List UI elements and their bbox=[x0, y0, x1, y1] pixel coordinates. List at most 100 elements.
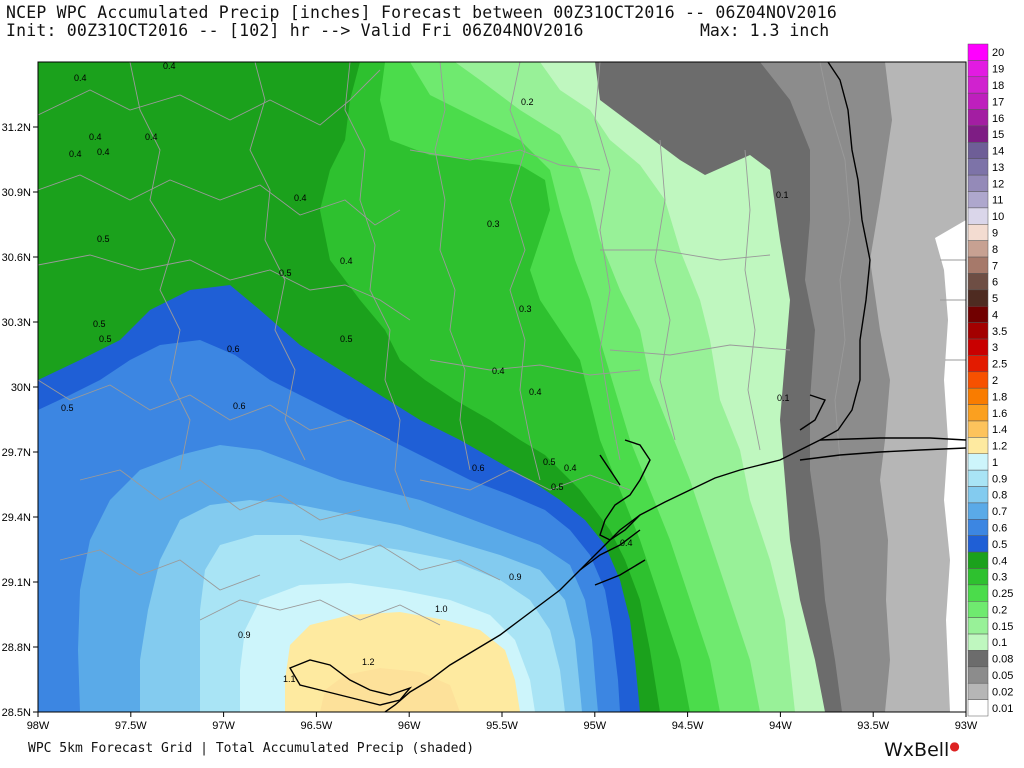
legend-label: 10 bbox=[992, 211, 1004, 223]
legend-label: 5 bbox=[992, 293, 998, 305]
legend-label: 0.1 bbox=[992, 637, 1007, 649]
lon-tick-label: 97.5W bbox=[115, 720, 147, 732]
lon-tick-label: 93W bbox=[955, 720, 978, 732]
lat-tick-label: 30N bbox=[11, 382, 31, 394]
legend-swatch bbox=[967, 322, 989, 340]
legend-label: 0.08 bbox=[992, 654, 1013, 666]
legend-label: 2 bbox=[992, 375, 998, 387]
legend-label: 0.2 bbox=[992, 604, 1007, 616]
lon-tick-label: 94W bbox=[769, 720, 792, 732]
map-title: NCEP WPC Accumulated Precip [inches] For… bbox=[6, 3, 837, 22]
legend-swatch bbox=[967, 338, 989, 356]
contour-label: 0.4 bbox=[74, 73, 87, 83]
legend-label: 0.6 bbox=[992, 523, 1007, 535]
contour-label: 0.2 bbox=[521, 97, 534, 107]
legend-swatch bbox=[967, 699, 989, 717]
lat-tick-label: 28.8N bbox=[2, 642, 31, 654]
legend-swatch bbox=[967, 601, 989, 618]
wxbell-logo: WxBell● bbox=[884, 739, 960, 761]
lon-tick-label: 98W bbox=[27, 720, 50, 732]
legend-swatch bbox=[967, 650, 989, 668]
contour-label: 0.5 bbox=[551, 482, 564, 492]
lon-tick-label: 95W bbox=[583, 720, 606, 732]
contour-label: 1.0 bbox=[435, 604, 448, 614]
legend-swatch bbox=[967, 256, 989, 274]
county-boundaries bbox=[38, 62, 966, 626]
legend-label: 0.7 bbox=[992, 506, 1007, 518]
lat-tick-label: 29.1N bbox=[2, 577, 31, 589]
legend-label: 17 bbox=[992, 96, 1004, 108]
lat-tick-label: 31.2N bbox=[2, 122, 31, 134]
lon-tick-label: 96.5W bbox=[301, 720, 333, 732]
legend-swatch bbox=[967, 617, 989, 635]
legend-swatch bbox=[967, 666, 989, 684]
contour-label: 0.1 bbox=[777, 393, 790, 403]
legend-swatch bbox=[967, 420, 989, 438]
legend-label: 0.15 bbox=[992, 621, 1013, 633]
legend-label: 14 bbox=[992, 146, 1004, 158]
contour-label: 0.4 bbox=[492, 366, 505, 376]
longitude-axis: 98W 97.5W 97W 96.5W 96W 95.5W 95W 94.5W 94W 93.5W… bbox=[27, 712, 978, 732]
legend-swatch bbox=[967, 371, 989, 389]
legend-label: 1.8 bbox=[992, 391, 1007, 403]
contour-label: 0.4 bbox=[145, 132, 158, 142]
legend-swatch bbox=[967, 305, 989, 323]
legend-swatch bbox=[967, 387, 989, 405]
legend-label: 1 bbox=[992, 457, 998, 469]
legend-swatch bbox=[967, 404, 989, 422]
contour-label: 1.1 bbox=[283, 674, 296, 684]
legend-swatch bbox=[967, 486, 989, 504]
legend-label: 2.5 bbox=[992, 359, 1007, 371]
legend-label: 4 bbox=[992, 309, 998, 321]
contour-label: 0.4 bbox=[340, 256, 353, 266]
contour-label: 0.6 bbox=[227, 344, 240, 354]
legend-label: 0.3 bbox=[992, 572, 1007, 584]
legend-swatch bbox=[967, 207, 989, 225]
contour-label: 0.4 bbox=[294, 193, 307, 203]
legend-swatch bbox=[967, 224, 989, 241]
legend-label: 0.8 bbox=[992, 490, 1007, 502]
legend-swatch bbox=[967, 43, 989, 61]
lon-tick-label: 94.5W bbox=[672, 720, 704, 732]
legend-label: 9 bbox=[992, 227, 998, 239]
lat-tick-label: 30.3N bbox=[2, 317, 31, 329]
legend-label: 12 bbox=[992, 178, 1004, 190]
legend-label: 16 bbox=[992, 113, 1004, 125]
precip-shading bbox=[38, 62, 966, 712]
legend-label: 0.25 bbox=[992, 588, 1013, 600]
legend-label: 1.6 bbox=[992, 408, 1007, 420]
legend-swatch bbox=[967, 240, 989, 258]
legend-swatch bbox=[967, 109, 989, 127]
contour-label: 0.6 bbox=[472, 463, 485, 473]
legend-swatch bbox=[967, 568, 989, 586]
legend-label: 1.4 bbox=[992, 424, 1007, 436]
contour-label: 0.5 bbox=[543, 457, 556, 467]
contour-label: 0.4 bbox=[163, 61, 176, 71]
contour-label: 0.6 bbox=[233, 401, 246, 411]
legend-label: 0.02 bbox=[992, 686, 1013, 698]
contour-label: 0.4 bbox=[97, 147, 110, 157]
lon-tick-label: 95.5W bbox=[486, 720, 518, 732]
legend-swatch bbox=[967, 158, 989, 176]
lat-tick-label: 30.9N bbox=[2, 187, 31, 199]
contour-label: 0.5 bbox=[99, 334, 112, 344]
contour-label: 0.9 bbox=[509, 572, 522, 582]
legend-label: 11 bbox=[992, 195, 1003, 207]
legend-swatch bbox=[967, 519, 989, 536]
legend-swatch bbox=[967, 469, 989, 487]
color-legend: 20 19 18 17 16 15 14 13 12 11 10 9 8 7 6 5 4 3.5 3 2.5 2 1.8 1… bbox=[967, 43, 1013, 717]
legend-label: 13 bbox=[992, 162, 1004, 174]
contour-label: 0.4 bbox=[620, 538, 633, 548]
legend-label: 0.01 bbox=[992, 703, 1013, 715]
legend-label: 20 bbox=[992, 47, 1004, 59]
lon-tick-label: 93.5W bbox=[857, 720, 889, 732]
contour-label: 0.4 bbox=[69, 149, 82, 159]
lat-tick-label: 29.4N bbox=[2, 512, 31, 524]
lon-tick-label: 96W bbox=[398, 720, 421, 732]
contour-label: 0.4 bbox=[564, 463, 577, 473]
footer-caption: WPC 5km Forecast Grid | Total Accumulate… bbox=[28, 741, 475, 756]
latitude-axis: 31.2N 30.9N 30.6N 30.3N 30N 29.7N 29.4N 29.1N 28… bbox=[2, 122, 38, 719]
coastline bbox=[288, 62, 966, 712]
contour-label: 0.9 bbox=[238, 630, 251, 640]
